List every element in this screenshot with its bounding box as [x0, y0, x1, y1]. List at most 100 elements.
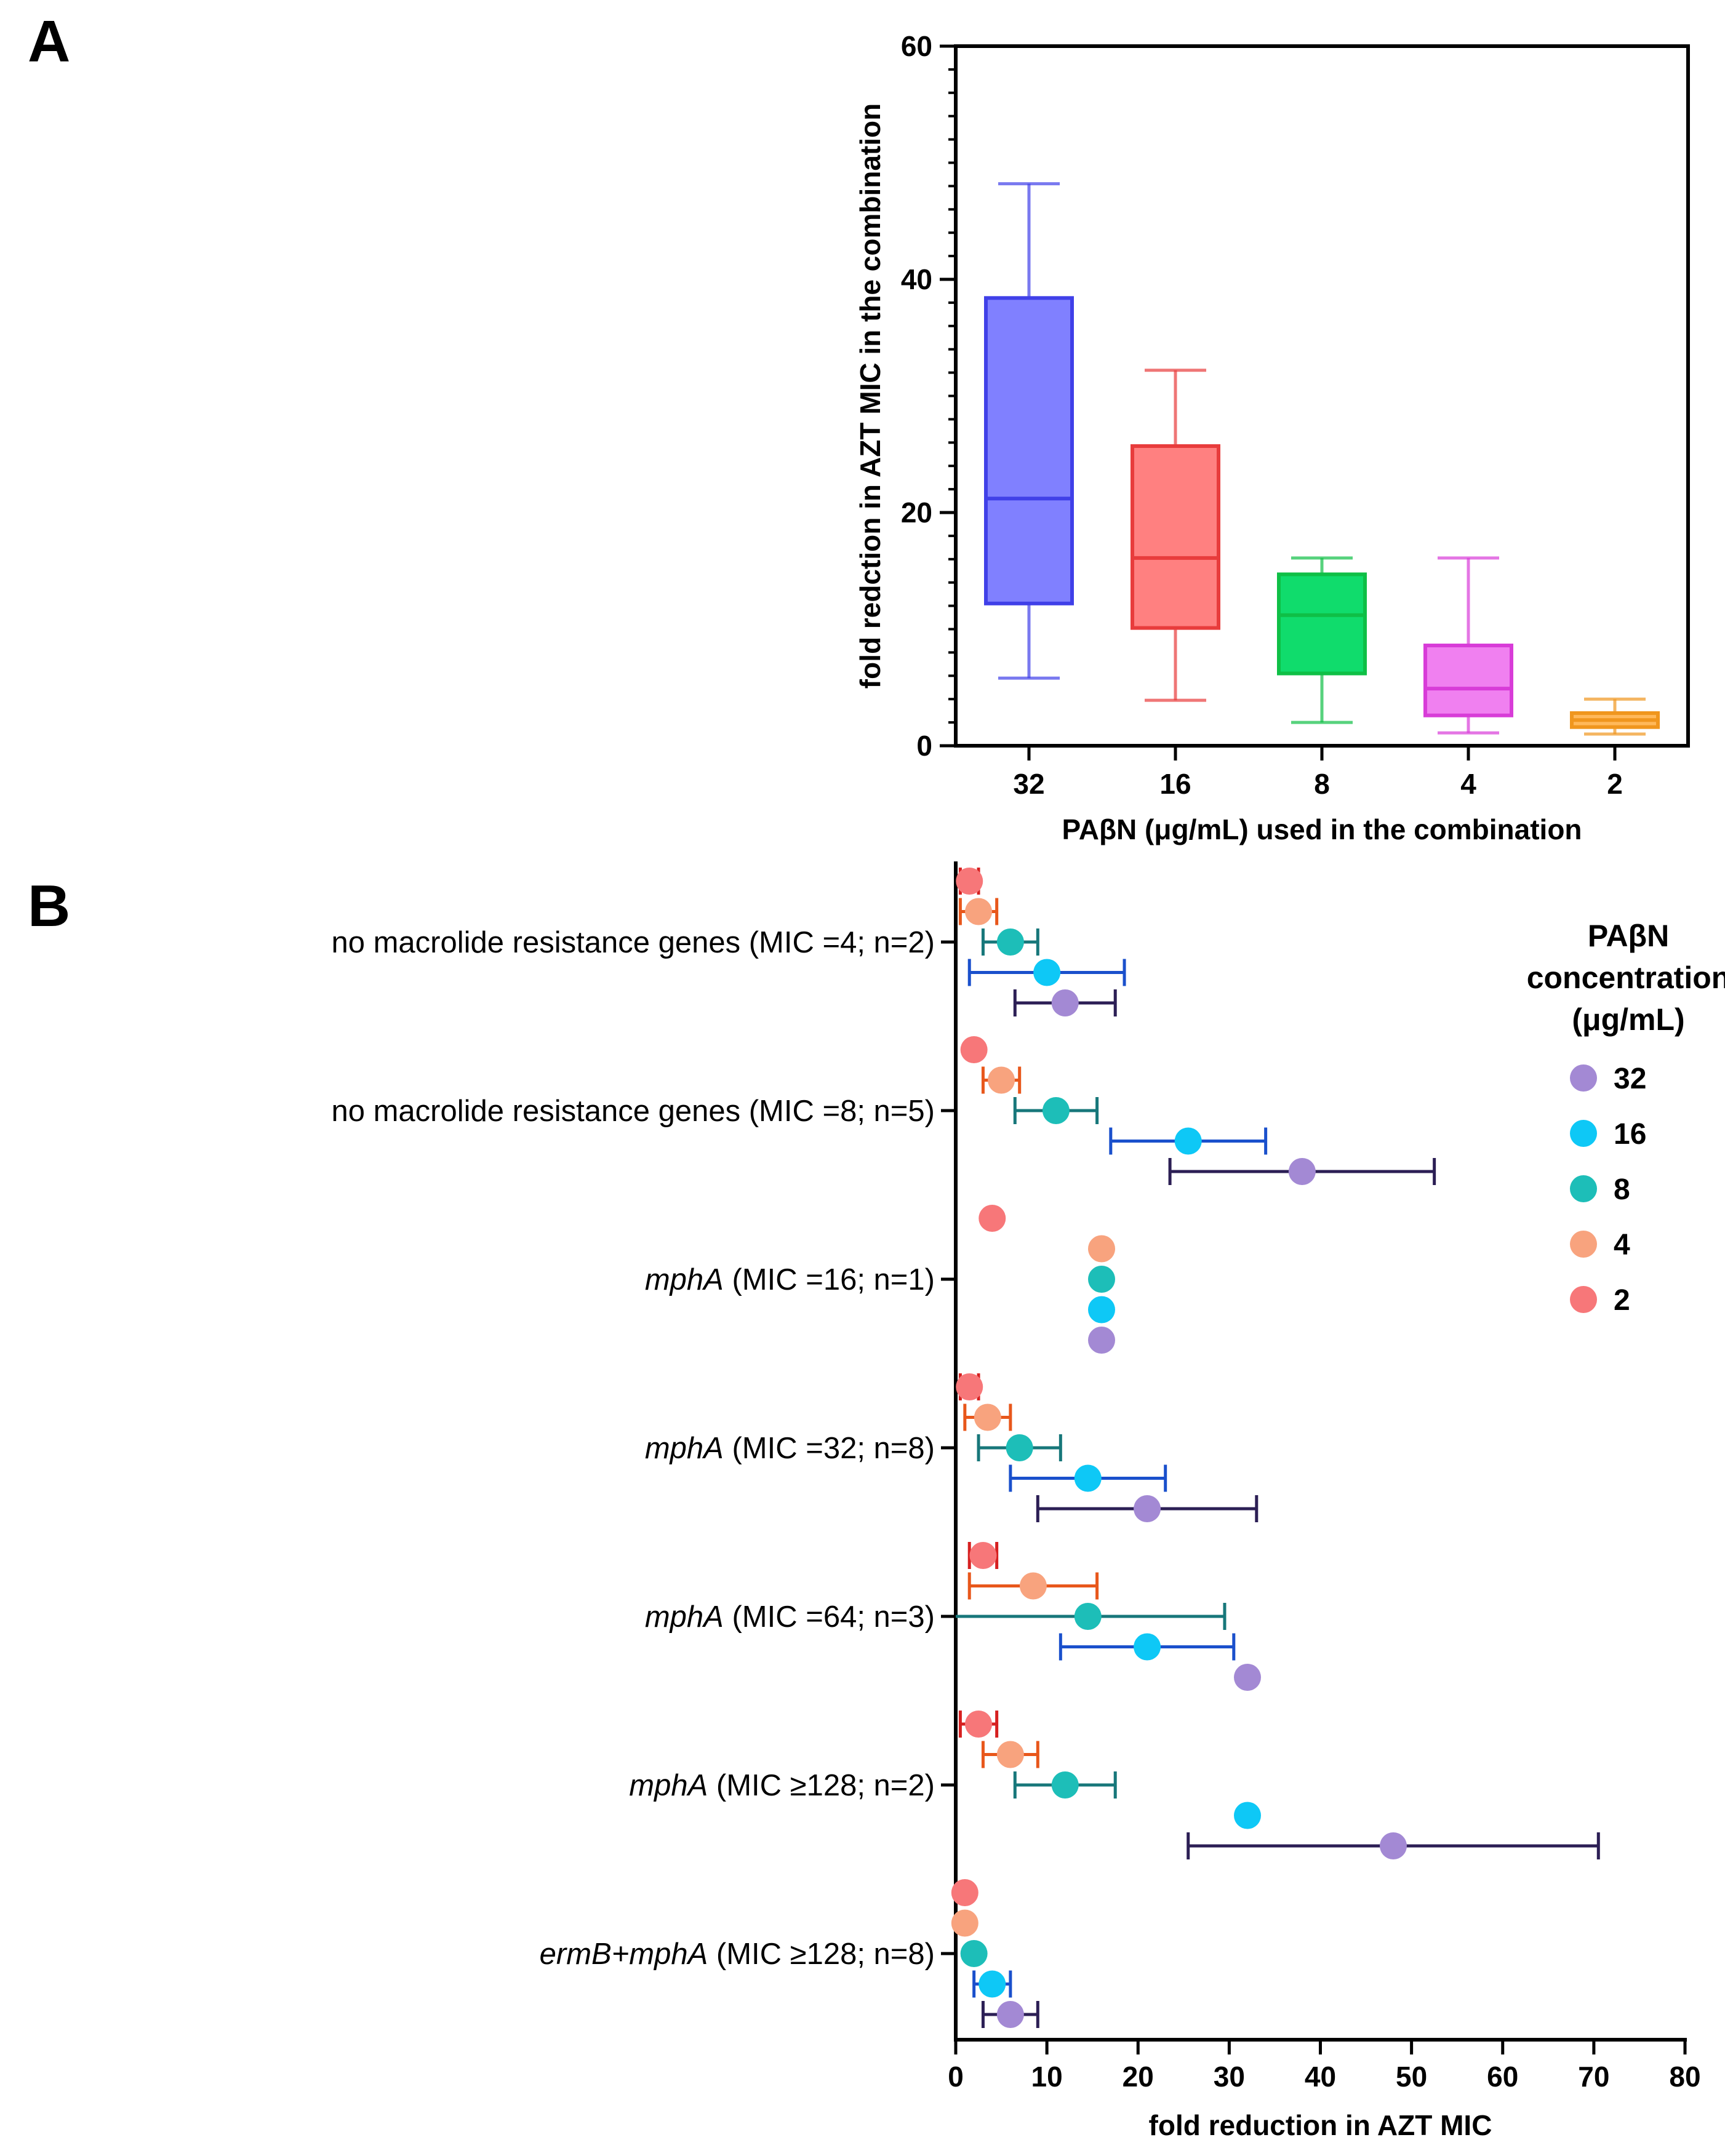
box-2: [1570, 697, 1660, 736]
point-8: [1088, 1266, 1115, 1293]
legend-title-line: concentration: [1527, 960, 1725, 995]
legend-label-4: 4: [1614, 1229, 1630, 1261]
legend-marker-32: [1570, 1064, 1597, 1092]
box-iqr: [984, 296, 1074, 605]
group-label-gene: no macrolide resistance genes: [332, 926, 741, 959]
x-tick-label: 32: [1013, 768, 1044, 800]
group-label-gene: mphA: [645, 1600, 724, 1634]
x-tick-label: 70: [1578, 2061, 1609, 2093]
point-4: [996, 1741, 1024, 1768]
group-label-mic: (MIC =32; n=8): [724, 1432, 935, 1465]
box-16: [1131, 369, 1220, 702]
point-2: [965, 1711, 993, 1738]
x-tick-label: 40: [1305, 2061, 1336, 2093]
x-tick-label: 16: [1159, 768, 1191, 800]
box-plot-panel: 0 20 40 60 32 16 8 4 2 PAβN (μg/mL) used in the c…: [854, 30, 1690, 845]
box-8: [1277, 556, 1367, 724]
point-32: [996, 2001, 1024, 2028]
legend-label-2: 2: [1614, 1284, 1630, 1317]
group-label: no macrolide resistance genes (MIC =8; n…: [332, 1095, 935, 1128]
point-16: [1134, 1633, 1161, 1661]
point-32: [1134, 1495, 1161, 1522]
legend-marker-4: [1570, 1231, 1597, 1258]
group-label-mic: (MIC =16; n=1): [724, 1263, 935, 1296]
x-tick-label: 20: [1123, 2061, 1154, 2093]
legend-marker-16: [1570, 1120, 1597, 1147]
x-tick-label: 0: [948, 2061, 964, 2093]
legend-label-16: 16: [1614, 1118, 1646, 1151]
point-4: [1019, 1572, 1047, 1600]
point-8: [1074, 1603, 1102, 1630]
box-32: [984, 182, 1074, 680]
box-iqr: [1423, 644, 1513, 717]
group-label: mphA (MIC ≥128; n=2): [629, 1769, 935, 1802]
point-2: [969, 1542, 997, 1569]
group-4: mphA (MIC =32; n=8): [645, 1373, 1259, 1522]
y-tick-label: 0: [916, 730, 932, 762]
point-16: [1074, 1464, 1102, 1492]
panel-a-letter: A: [28, 9, 70, 74]
legend-marker-8: [1570, 1175, 1597, 1202]
point-4: [951, 1909, 979, 1937]
group-label-gene: mphA: [645, 1263, 724, 1296]
point-4: [965, 898, 993, 925]
point-4: [1088, 1235, 1115, 1263]
x-tick-label: 10: [1031, 2061, 1063, 2093]
point-8: [996, 928, 1024, 956]
legend: PAβN concentration (μg/mL) 32 16 8 4 2: [1527, 919, 1725, 1317]
group-label-gene: no macrolide resistance genes: [332, 1095, 741, 1128]
x-tick-label: 2: [1607, 768, 1623, 800]
x-tick-label: 30: [1214, 2061, 1245, 2093]
group-label-gene: mphA: [645, 1432, 724, 1465]
point-16: [979, 1970, 1006, 1998]
group-2: no macrolide resistance genes (MIC =8; n…: [332, 1036, 1436, 1185]
group-label: mphA (MIC =16; n=1): [645, 1263, 935, 1296]
point-8: [1051, 1771, 1079, 1799]
box-iqr: [1131, 444, 1220, 630]
group-label-mic: (MIC ≥128; n=8): [708, 1938, 935, 1971]
legend-marker-2: [1570, 1286, 1597, 1313]
point-16: [1088, 1296, 1115, 1324]
dot-plot-panel: 0 10 20 30 40 50 60 70 80 fold reduction in AZT M…: [332, 861, 1725, 2141]
point-32: [1051, 989, 1079, 1016]
point-16: [1234, 1802, 1261, 1829]
point-8: [960, 1940, 988, 1967]
point-32: [1088, 1327, 1115, 1354]
x-tick-label: 4: [1460, 768, 1476, 800]
group-label-gene: mphA: [629, 1769, 708, 1802]
point-4: [974, 1403, 1001, 1431]
group-label-gene: ermB+mphA: [540, 1938, 708, 1971]
point-16: [1033, 959, 1061, 986]
group-label: mphA (MIC =32; n=8): [645, 1432, 935, 1465]
x-axis-title: fold reduction in AZT MIC: [1149, 2109, 1492, 2141]
x-tick-label: 8: [1314, 768, 1330, 800]
group-label-mic: (MIC ≥128; n=2): [708, 1769, 935, 1802]
group-6: mphA (MIC ≥128; n=2): [629, 1711, 1600, 1859]
panel-b-letter: B: [28, 873, 70, 939]
box-iqr: [1277, 572, 1367, 676]
point-32: [1288, 1158, 1316, 1185]
y-tick-label: 20: [901, 497, 932, 529]
point-32: [1380, 1832, 1407, 1859]
legend-title-line: (μg/mL): [1572, 1002, 1684, 1037]
legend-label-32: 32: [1614, 1063, 1646, 1095]
group-7: ermB+mphA (MIC ≥128; n=8): [540, 1879, 1039, 2028]
point-2: [960, 1036, 988, 1063]
y-tick-label: 40: [901, 263, 932, 295]
y-axis-title: fold redction in AZT MIC in the combinat…: [854, 103, 886, 689]
y-tick-label: 60: [901, 30, 932, 62]
point-2: [956, 1373, 983, 1400]
point-2: [979, 1205, 1006, 1232]
group-5: mphA (MIC =64; n=3): [645, 1542, 1261, 1691]
group-label-mic: (MIC =8; n=5): [740, 1095, 935, 1128]
point-16: [1174, 1127, 1202, 1155]
legend-title-line: PAβN: [1588, 919, 1669, 953]
x-tick-label: 80: [1669, 2061, 1700, 2093]
point-8: [1006, 1434, 1033, 1461]
point-8: [1042, 1097, 1070, 1124]
x-tick-label: 50: [1396, 2061, 1427, 2093]
group-label-mic: (MIC =4; n=2): [740, 926, 935, 959]
point-4: [988, 1066, 1015, 1094]
group-3: mphA (MIC =16; n=1): [645, 1205, 1115, 1354]
